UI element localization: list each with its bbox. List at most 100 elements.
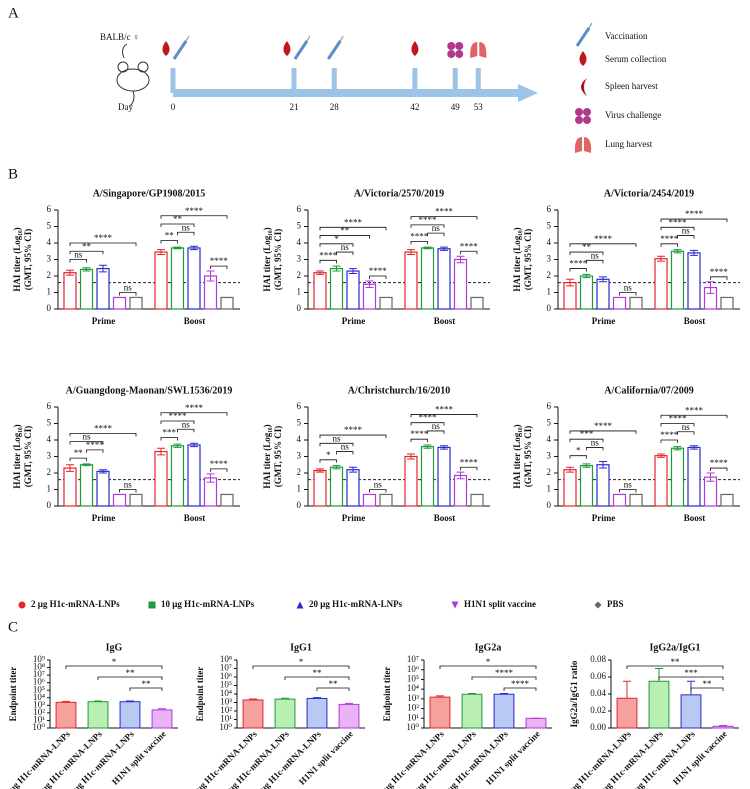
x-tick-label: Prime (592, 316, 615, 326)
comparison-bracket (160, 223, 195, 228)
bar (420, 446, 435, 507)
comparison-label: ** (329, 679, 339, 689)
comparison-bracket (319, 434, 387, 439)
bar (687, 446, 701, 507)
bar (437, 446, 451, 507)
error-bar (566, 466, 574, 473)
comparison-bracket (177, 428, 195, 433)
error-bar (94, 700, 102, 702)
comparison-bracket (471, 676, 537, 680)
comparison-label: **** (319, 250, 338, 260)
bar (187, 247, 201, 310)
comparison-bracket (660, 218, 728, 223)
comparison-label: ns (341, 242, 350, 252)
panel-label: B (8, 166, 18, 182)
comparison-label: **** (419, 215, 438, 225)
comparison-bracket (410, 414, 478, 418)
comparison-bracket (65, 665, 163, 669)
y-tick-label: 10⁴ (220, 688, 232, 698)
comparison-label: ns (182, 419, 191, 429)
comparison-label: ns (74, 250, 83, 260)
bar (654, 455, 668, 507)
comparison-label: ns (682, 422, 691, 432)
bar (220, 493, 234, 507)
comparison-bracket (460, 466, 478, 471)
error-bar (190, 442, 198, 448)
legend-label: 10 μg H1c-mRNA-LNPs (161, 599, 255, 609)
comparison-bracket (619, 489, 637, 493)
bar (629, 296, 643, 310)
error-bar (99, 469, 107, 474)
y-tick-label: 5 (47, 418, 52, 428)
bar (79, 464, 94, 507)
comparison-label: ** (165, 231, 175, 241)
comparison-label: **** (460, 457, 479, 467)
virus-icon (575, 108, 583, 116)
x-tick-label: Prime (92, 513, 115, 523)
legend-marker (18, 601, 26, 609)
comparison-bracket (252, 665, 350, 669)
y-tick-label: 10⁵ (220, 680, 232, 690)
y-tick-label: 10² (33, 707, 45, 717)
comparison-label: ** (173, 214, 183, 224)
comparison-label: ** (313, 668, 323, 678)
error-bar (706, 472, 715, 482)
comparison-label: ** (74, 448, 84, 458)
comparison-label: **** (344, 217, 363, 227)
comparison-label: **** (669, 414, 688, 424)
comparison-label: **** (344, 425, 363, 435)
y-tick-label: 10³ (33, 699, 45, 709)
comparison-bracket (319, 442, 354, 447)
chart-title: IgG1 (290, 642, 312, 653)
x-tick-label: Prime (92, 316, 115, 326)
y-tick-label: 6 (547, 204, 552, 214)
comparison-bracket (569, 251, 604, 256)
lung-icon (574, 137, 582, 153)
legend-marker (296, 601, 304, 609)
timeline-legend-label: Spleen harvest (605, 81, 658, 91)
comparison-label: **** (86, 440, 105, 450)
y-tick-label: 0.00 (590, 722, 606, 732)
comparison-bracket (69, 433, 137, 437)
y-tick-label: 0 (47, 500, 52, 510)
y-axis-label: IgG2a/IgG1 ratio (569, 660, 579, 727)
comparison-bracket (569, 455, 587, 459)
y-tick-label: 6 (547, 401, 552, 411)
y-tick-label: 10³ (220, 697, 232, 707)
y-tick-label: 0.08 (590, 654, 606, 664)
comparison-bracket (86, 449, 104, 453)
y-tick-label: 10¹ (33, 715, 45, 725)
error-bar (316, 468, 324, 473)
error-bar (332, 465, 341, 470)
comparison-label: ns (341, 442, 350, 452)
y-tick-label: 3 (47, 254, 52, 264)
bar (242, 699, 264, 729)
error-bar (706, 281, 715, 294)
y-tick-label: 3 (47, 451, 52, 461)
comparison-bracket (710, 467, 728, 472)
comparison-bracket (586, 447, 604, 451)
comparison-label: ns (124, 480, 133, 490)
comparison-label: ns (432, 223, 441, 233)
comparison-label: ns (591, 437, 600, 447)
comparison-bracket (160, 412, 228, 416)
y-tick-label: 4 (547, 237, 552, 247)
legend-marker (148, 601, 156, 609)
y-tick-label: 10⁸ (33, 662, 45, 672)
y-tick-label: 6 (297, 204, 302, 214)
day-label: 28 (330, 102, 340, 112)
y-tick-label: 0 (547, 303, 552, 313)
subject-label: BALB/c ♀ (100, 32, 140, 42)
syringe-needle (588, 22, 593, 29)
y-tick-label: 10⁷ (407, 654, 419, 664)
y-tick-label: 4 (547, 434, 552, 444)
error-bar (190, 245, 198, 251)
comparison-label: * (299, 657, 304, 667)
bar (629, 493, 643, 507)
error-bar (468, 692, 476, 695)
bar (379, 296, 393, 310)
error-bar (158, 708, 166, 710)
legend-label: PBS (607, 599, 624, 609)
comparison-label: **** (435, 207, 454, 217)
bar (79, 268, 94, 310)
